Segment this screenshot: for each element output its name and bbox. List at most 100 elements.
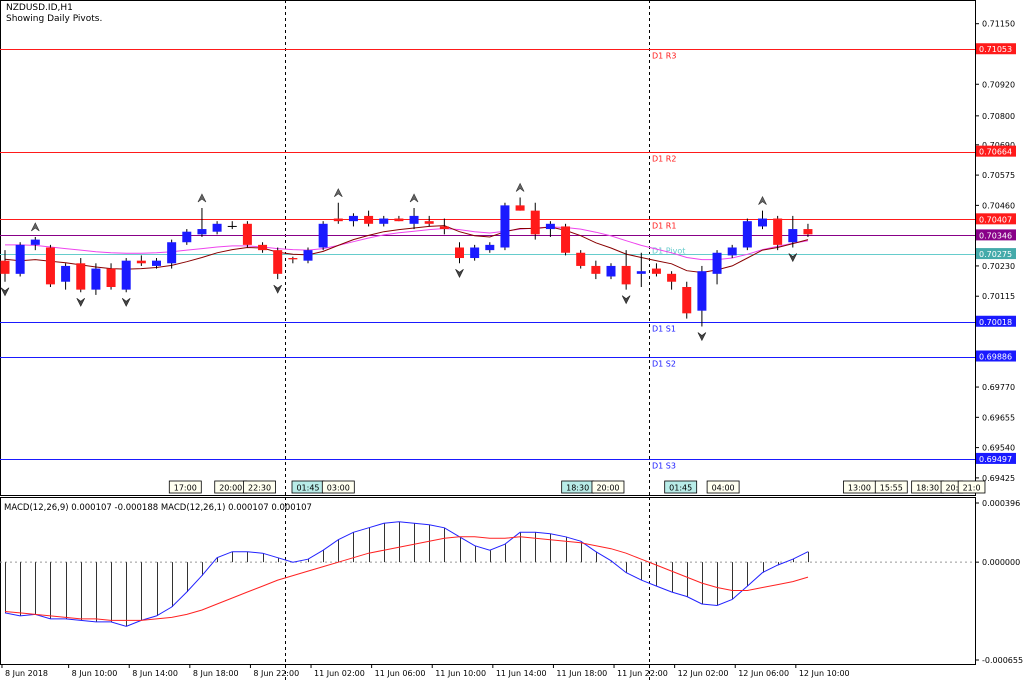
candle-body: [803, 229, 813, 235]
x-axis-tick-label: 8 Jun 10:00: [72, 669, 118, 678]
candle-body: [500, 205, 510, 248]
pivot-level-label: D1 S1: [652, 325, 676, 334]
pivot-level-label: D1 R2: [652, 155, 676, 164]
fractal-down-arrow: [76, 298, 86, 307]
candle-body: [121, 260, 131, 290]
candle-body: [242, 223, 252, 245]
x-axis-tick-label: 8 Jun 14:00: [132, 669, 178, 678]
macd-y-tick-label: -0.000655: [982, 656, 1023, 665]
time-label: 15:55: [880, 484, 903, 493]
ma-fast-line: [4, 225, 809, 274]
time-label: 04:00: [712, 484, 735, 493]
candle-body: [212, 223, 222, 232]
candle-body: [682, 286, 692, 314]
price-badge-label: 0.70275: [979, 250, 1012, 259]
x-axis-tick-label: 12 Jun 06:00: [738, 669, 789, 678]
y-axis-tick-label: 0.71150: [982, 20, 1015, 29]
fractal-up-arrow: [31, 222, 40, 232]
candle-body: [348, 215, 358, 222]
candle-body: [606, 265, 616, 277]
candle-body: [197, 229, 207, 235]
candle-body: [727, 247, 737, 256]
ma-slow-line: [5, 226, 809, 261]
price-badge: [976, 452, 1016, 464]
candle-body: [515, 205, 525, 211]
time-label-box: [957, 480, 986, 494]
x-axis-tick-label: 12 Jun 02:00: [678, 669, 729, 678]
y-axis-tick-label: 0.70920: [982, 80, 1015, 89]
candle-body: [379, 218, 389, 224]
time-label-box: [168, 480, 202, 494]
price-badge-label: 0.70018: [979, 318, 1012, 327]
time-label-box: [664, 480, 698, 494]
fractal-down-arrow: [621, 295, 631, 305]
macd-signal-line: [4, 536, 809, 621]
macd-y-tick-label: 0.000000: [982, 558, 1020, 567]
candle-body: [288, 258, 298, 260]
price-badge: [976, 145, 1016, 157]
y-axis-tick-label: 0.70800: [982, 112, 1015, 121]
candle-body: [45, 247, 55, 285]
candle-body: [76, 263, 86, 290]
y-axis-tick-label: 0.69540: [982, 444, 1015, 453]
candle-body: [651, 268, 661, 274]
macd-y-tick-label: 0.000396: [982, 499, 1020, 508]
candle-body: [30, 239, 40, 245]
x-axis-tick-label: 11 Jun 10:00: [435, 669, 486, 678]
time-label: 21:0: [963, 484, 981, 493]
y-axis-tick-label: 0.70575: [982, 171, 1015, 180]
time-label-box: [874, 480, 908, 494]
time-label-box: [321, 480, 355, 494]
fractal-up-arrow: [409, 193, 419, 203]
time-label: 20:00: [219, 484, 242, 493]
candle-body: [697, 271, 707, 311]
price-badge: [976, 315, 1016, 327]
candle-body: [106, 268, 116, 287]
candle-body: [136, 260, 146, 264]
y-axis-tick-label: 0.69425: [982, 474, 1015, 483]
x-axis-tick-label: 11 Jun 22:00: [617, 669, 668, 678]
candle-body: [167, 242, 177, 264]
y-axis-tick-label: 0.70230: [982, 262, 1015, 271]
fractal-up-arrow: [334, 188, 343, 197]
price-badge-label: 0.69497: [979, 455, 1012, 464]
fractal-down-arrow: [788, 253, 798, 263]
price-badge-label: 0.71053: [979, 45, 1012, 54]
candle-body: [91, 268, 101, 290]
time-label: 13:00: [848, 484, 871, 493]
candle-body: [15, 244, 25, 274]
fractal-up-arrow: [197, 193, 207, 203]
y-axis-tick-label: 0.70115: [982, 292, 1015, 301]
candle-body: [303, 250, 313, 261]
time-label: 18:30: [916, 484, 939, 493]
candle-body: [712, 252, 722, 274]
fractal-down-arrow: [121, 298, 131, 307]
price-badge-label: 0.69886: [979, 353, 1012, 362]
time-label: 01:45: [296, 484, 319, 493]
candle-body: [561, 226, 571, 253]
candle-body: [182, 231, 192, 243]
price-badge-label: 0.70346: [979, 231, 1012, 240]
price-badge: [976, 248, 1016, 260]
candle-body: [545, 223, 555, 230]
candle-body: [742, 221, 752, 248]
time-label: 22:30: [248, 484, 271, 493]
fractal-down-arrow: [0, 287, 10, 297]
candle-body: [530, 210, 540, 235]
candle-body: [636, 271, 646, 274]
chart-symbol-title: NZDUSD.ID,H1: [6, 3, 73, 13]
pivot-level-label: D1 S2: [652, 360, 676, 369]
candle-body: [758, 218, 767, 227]
x-axis-tick-label: 11 Jun 02:00: [314, 669, 365, 678]
time-label: 03:00: [327, 484, 350, 493]
candle-body: [394, 218, 404, 222]
time-label: 20:: [945, 484, 958, 493]
candle-body: [439, 226, 449, 230]
x-axis-tick-label: 8 Jun 2018: [5, 669, 48, 678]
x-axis-tick-label: 11 Jun 06:00: [375, 669, 426, 678]
candle-body: [591, 265, 601, 274]
time-label-box: [706, 480, 740, 494]
time-label: 17:00: [174, 484, 197, 493]
candle-body: [318, 223, 328, 248]
